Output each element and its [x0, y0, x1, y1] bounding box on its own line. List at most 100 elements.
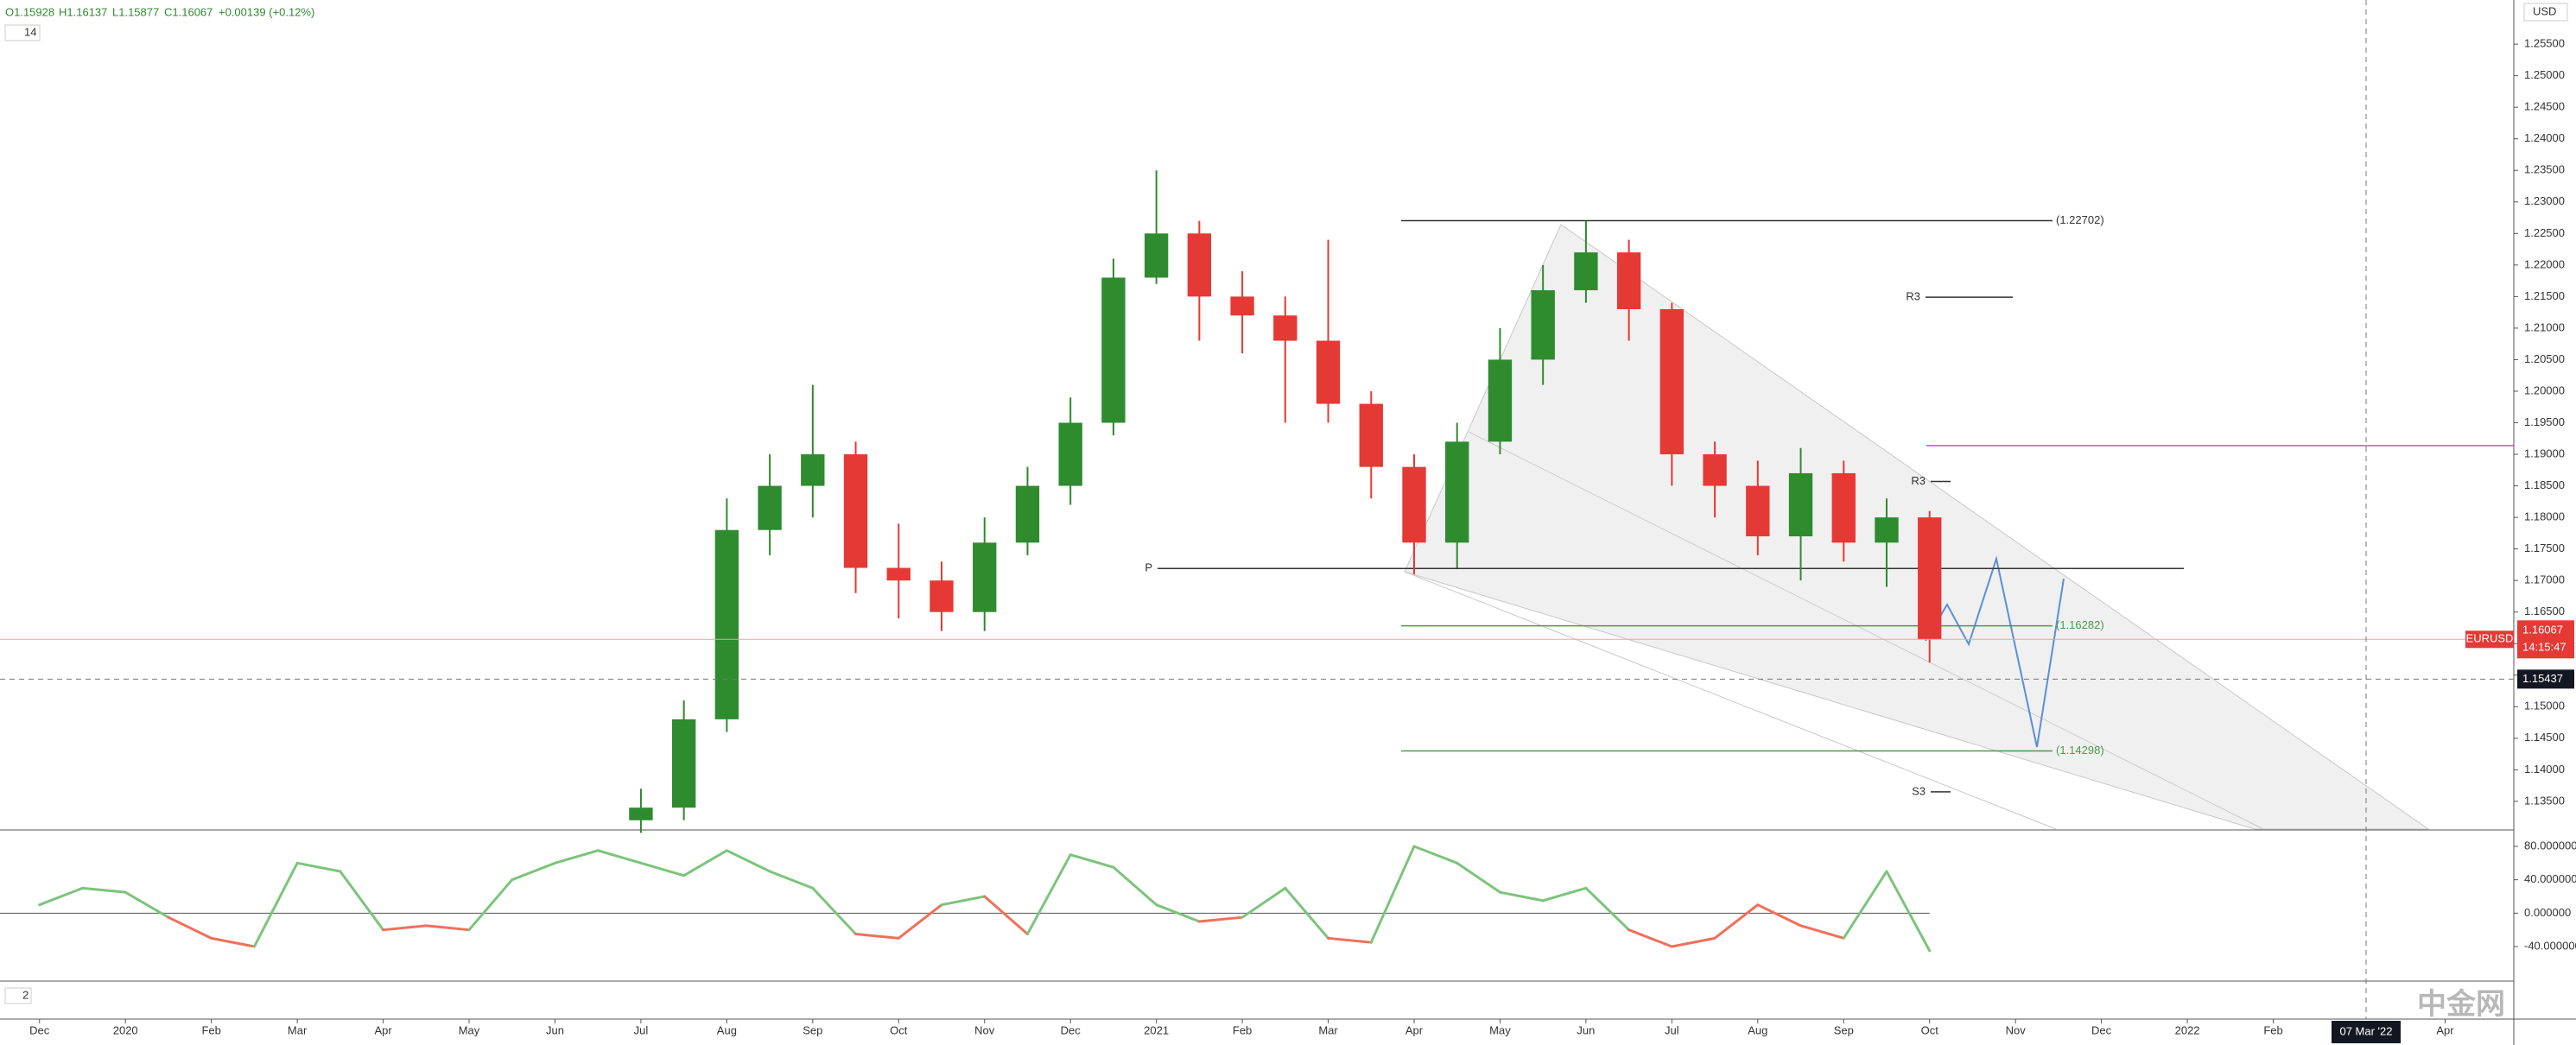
candle-body	[973, 542, 997, 612]
pane3-box[interactable]	[4, 987, 32, 1004]
y-tick-label: 1.21000	[2524, 320, 2565, 333]
candle-body	[1746, 485, 1770, 537]
crosshair-date: 07 Mar '22	[2339, 1024, 2392, 1037]
osc-segment	[1670, 936, 1716, 948]
osc-segment	[38, 886, 84, 907]
y-tick-label: 1.17500	[2524, 542, 2565, 554]
osc-segment	[1327, 936, 1373, 944]
currency[interactable]: USD	[2533, 4, 2556, 17]
channel-line	[1468, 431, 2264, 830]
x-tick-label: Jun	[1577, 1023, 1595, 1036]
osc-segment	[424, 924, 471, 932]
x-tick-label: Sep	[1834, 1023, 1854, 1036]
osc-segment	[339, 870, 385, 932]
x-tick-label: Nov	[2006, 1023, 2027, 1036]
osc-segment	[1112, 865, 1158, 907]
osc-segment	[1627, 928, 1673, 948]
y-tick-label: 1.23000	[2524, 194, 2565, 207]
last-price: 1.16067	[2522, 624, 2563, 636]
osc-segment	[596, 849, 643, 864]
osc-segment	[811, 886, 858, 936]
candle-body	[1788, 472, 1813, 537]
osc-segment	[725, 849, 771, 873]
osc-segment	[467, 878, 514, 932]
x-tick-label: Nov	[974, 1023, 995, 1036]
candle-body	[1359, 403, 1383, 467]
symbol-box	[2465, 630, 2514, 649]
x-tick-label: Mar	[288, 1023, 308, 1036]
candle-body	[714, 529, 739, 719]
candle-body	[1831, 472, 1856, 543]
candle-body	[843, 454, 868, 568]
osc-segment	[1155, 903, 1201, 923]
osc-segment	[1412, 845, 1459, 864]
osc-tick-label: 40.000000	[2524, 872, 2576, 885]
x-tick-label: Oct	[1921, 1023, 1939, 1036]
crosshair-date-box	[2332, 1021, 2401, 1043]
projection-path	[1925, 555, 2065, 748]
osc-tick-label: -40.000000	[2524, 939, 2576, 952]
y-tick-label: 1.24000	[2524, 131, 2565, 144]
candle-body	[629, 808, 653, 820]
candle-body	[930, 580, 954, 612]
countdown: 14:15:47	[2522, 641, 2566, 654]
osc-segment	[124, 890, 170, 919]
y-tick-label: 1.25500	[2524, 37, 2565, 50]
y-tick-label: 1.18000	[2524, 510, 2565, 523]
y-tick-label: 1.24500	[2524, 100, 2565, 113]
x-tick-label: Feb	[1233, 1023, 1252, 1036]
osc-segment	[382, 924, 428, 932]
osc-segment	[295, 861, 342, 873]
y-tick-label: 1.25000	[2524, 68, 2565, 81]
interval[interactable]: 14	[24, 25, 36, 38]
osc-segment	[1713, 903, 1760, 940]
osc-segment	[511, 861, 556, 882]
candle-body	[1230, 296, 1254, 316]
y-tick-label: 1.20000	[2524, 383, 2565, 396]
candle-body	[1659, 308, 1685, 455]
x-tick-label: Dec	[1061, 1023, 1082, 1036]
osc-segment	[1456, 861, 1501, 894]
x-tick-label: Aug	[717, 1023, 737, 1036]
osc-segment	[1842, 870, 1888, 940]
osc-segment	[639, 861, 686, 877]
candle-body	[1574, 252, 1598, 291]
level-label: R3	[1911, 474, 1926, 487]
level-label: (1.14298)	[2056, 744, 2104, 757]
x-tick-label: Apr	[1405, 1023, 1424, 1036]
candle-body	[886, 567, 910, 581]
x-tick-label: May	[1489, 1023, 1511, 1036]
x-tick-label: Apr	[374, 1023, 392, 1036]
x-tick-label: Dec	[2091, 1023, 2112, 1036]
last-price-box	[2517, 620, 2574, 659]
level-label: R3	[1906, 290, 1920, 303]
y-tick-label: 1.23500	[2524, 163, 2565, 176]
x-tick-label: Aug	[1748, 1023, 1767, 1036]
y-tick-label: 1.15000	[2524, 700, 2565, 712]
osc-segment	[553, 849, 600, 864]
currency-box[interactable]	[2523, 3, 2568, 22]
ohlc-change: +0.00139 (+0.12%)	[219, 5, 314, 18]
header: O1.15928 H1.16137 L1.15877 C1.16067 +0.0…	[4, 3, 2568, 1004]
y-tick-label: 1.22500	[2524, 226, 2565, 239]
osc-segment	[1541, 886, 1588, 902]
y-tick-label: 1.18500	[2524, 478, 2565, 491]
level-label: (1.22702)	[2056, 213, 2104, 226]
y-tick-label: 1.14500	[2524, 731, 2565, 744]
crosshair-price-box	[2517, 669, 2574, 689]
candle-body	[1875, 517, 1899, 543]
candle-body	[1531, 290, 1555, 360]
y-tick-label: 1.20500	[2524, 352, 2565, 365]
y-tick-label: 1.19000	[2524, 446, 2565, 459]
osc-segment	[1369, 845, 1416, 944]
interval-box[interactable]	[4, 24, 41, 41]
osc-segment	[940, 895, 987, 907]
y-tick-label: 1.19500	[2524, 415, 2565, 428]
watermark: 中金网	[2417, 987, 2505, 1021]
x-tick-label: Jul	[1665, 1023, 1679, 1036]
osc-segment	[210, 936, 256, 948]
pane3-label[interactable]: 2	[22, 988, 29, 1001]
ohlc-open: O1.15928	[5, 5, 54, 18]
osc-segment	[80, 886, 127, 894]
